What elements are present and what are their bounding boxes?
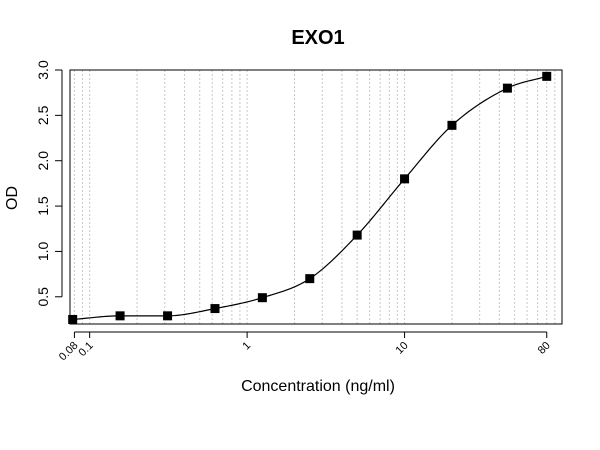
data-point bbox=[447, 120, 457, 130]
data-point bbox=[115, 311, 125, 321]
chart-title: EXO1 bbox=[291, 27, 344, 49]
x-tick-label: 80 bbox=[536, 340, 553, 357]
data-point bbox=[542, 71, 552, 81]
y-axis: 0.5 1.0 1.5 2.0 2.5 3.0 bbox=[35, 60, 63, 307]
data-point bbox=[210, 304, 220, 314]
data-point bbox=[305, 274, 315, 284]
data-point bbox=[257, 293, 267, 303]
y-tick-label: 2.5 bbox=[35, 105, 51, 125]
plot-frame bbox=[69, 69, 563, 325]
x-tick-label: 1 bbox=[240, 340, 253, 353]
grid-lines bbox=[73, 70, 563, 324]
y-tick-label: 1.0 bbox=[35, 241, 51, 261]
data-point bbox=[502, 83, 512, 93]
data-point bbox=[400, 174, 410, 184]
y-tick-label: 2.0 bbox=[35, 151, 51, 171]
data-point bbox=[163, 311, 173, 321]
x-axis-label: Concentration (ng/ml) bbox=[241, 378, 395, 395]
x-tick-label: 10 bbox=[394, 340, 411, 357]
y-tick-label: 1.5 bbox=[35, 196, 51, 216]
x-axis: 0.080.1 1 10 80 bbox=[57, 331, 553, 363]
data-point bbox=[352, 230, 362, 240]
data-points bbox=[68, 71, 552, 324]
x-tick-label: 0.1 bbox=[76, 340, 95, 359]
y-axis-label: OD bbox=[4, 186, 21, 210]
y-tick-label: 3.0 bbox=[35, 60, 51, 80]
y-tick-label: 0.5 bbox=[35, 287, 51, 307]
data-point bbox=[68, 314, 78, 324]
